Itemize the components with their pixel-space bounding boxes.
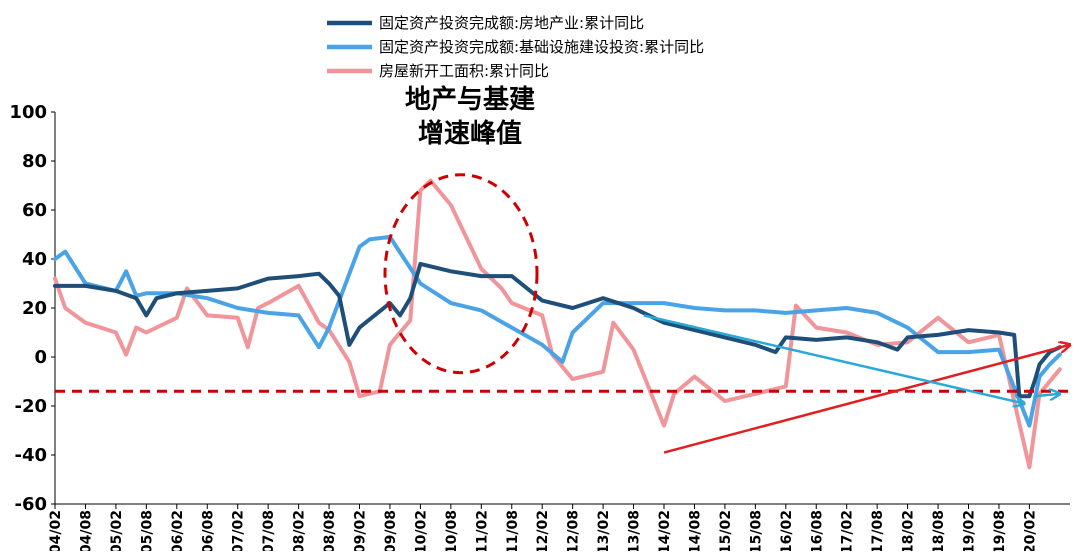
x-tick-label: 2007/08: [261, 510, 277, 551]
x-tick-label: 2015/02: [718, 510, 734, 551]
x-tick-label: 2019/02: [962, 510, 978, 551]
x-tick-label: 2007/02: [231, 510, 247, 551]
x-tick-label: 2008/02: [292, 510, 308, 551]
series-layer: [53, 178, 1062, 470]
legend-label: 房屋新开工面积:累计同比: [379, 62, 549, 80]
y-tick-label: 20: [22, 298, 47, 319]
trend-arrow: [643, 314, 1025, 403]
y-tick-label: 40: [22, 249, 47, 270]
annotation-text: 增速峰值: [418, 118, 522, 149]
x-tick-label: 2010/02: [413, 510, 429, 551]
x-tick-label: 2010/08: [444, 510, 460, 551]
x-tick-label: 2012/02: [535, 510, 551, 551]
y-tick-label: -60: [14, 494, 47, 515]
legend-label: 固定资产投资完成额:房地产业:累计同比: [379, 14, 644, 32]
y-tick-label: 80: [22, 151, 47, 172]
x-tick-label: 2005/08: [139, 510, 155, 551]
trend-arrow: [1034, 394, 1059, 396]
x-tick-label: 2012/08: [566, 510, 582, 551]
x-tick-label: 2011/02: [474, 510, 490, 551]
x-tick-label: 2019/08: [992, 510, 1008, 551]
y-tick-label: 0: [34, 347, 47, 368]
legend: 固定资产投资完成额:房地产业:累计同比固定资产投资完成额:基础设施建设投资:累计…: [327, 14, 704, 80]
x-tick-label: 2008/08: [322, 510, 338, 551]
overlay: [55, 173, 1070, 454]
x-tick-label: 2011/08: [505, 510, 521, 551]
x-tick-label: 2009/08: [383, 510, 399, 551]
x-tick-label: 2013/02: [596, 510, 612, 551]
x-tick-label: 2013/08: [627, 510, 643, 551]
axes: -60 -40 -20 0 20 40 60 80 100 2004/02 2004/08 2005/…: [9, 102, 1070, 555]
x-tick-label: 2014/08: [687, 510, 703, 551]
x-tick-label: 2015/08: [748, 510, 764, 551]
x-tick-label: 2016/08: [809, 510, 825, 551]
annotation-text: 地产与基建: [405, 85, 535, 115]
x-tick-label: 2006/02: [170, 510, 186, 551]
x-tick-label: 2004/02: [48, 510, 64, 551]
x-tick-label: 2017/02: [840, 510, 856, 551]
x-tick-label: 2014/02: [657, 510, 673, 551]
x-tick-label: 2004/08: [78, 510, 94, 551]
series-line: [53, 178, 1062, 470]
y-tick-label: -40: [14, 445, 47, 466]
y-tick-label: 60: [22, 200, 47, 221]
x-tick-label: 2018/02: [901, 510, 917, 551]
x-tick-label: 2006/08: [200, 510, 216, 551]
x-tick-label: 2020/02: [1022, 510, 1038, 551]
x-tick-label: 2017/08: [870, 510, 886, 551]
x-tick-label: 2018/08: [931, 510, 947, 551]
x-tick-label: 2016/02: [779, 510, 795, 551]
y-tick-label: -20: [14, 396, 47, 417]
y-tick-label: 100: [9, 102, 47, 123]
highlight-ellipse: [383, 173, 539, 375]
x-tick-label: 2009/02: [353, 510, 369, 551]
trend-arrow: [663, 345, 1070, 454]
legend-label: 固定资产投资完成额:基础设施建设投资:累计同比: [379, 38, 704, 56]
series-line: [53, 261, 1062, 399]
x-tick-label: 2005/02: [109, 510, 125, 551]
series-line: [53, 234, 1062, 428]
